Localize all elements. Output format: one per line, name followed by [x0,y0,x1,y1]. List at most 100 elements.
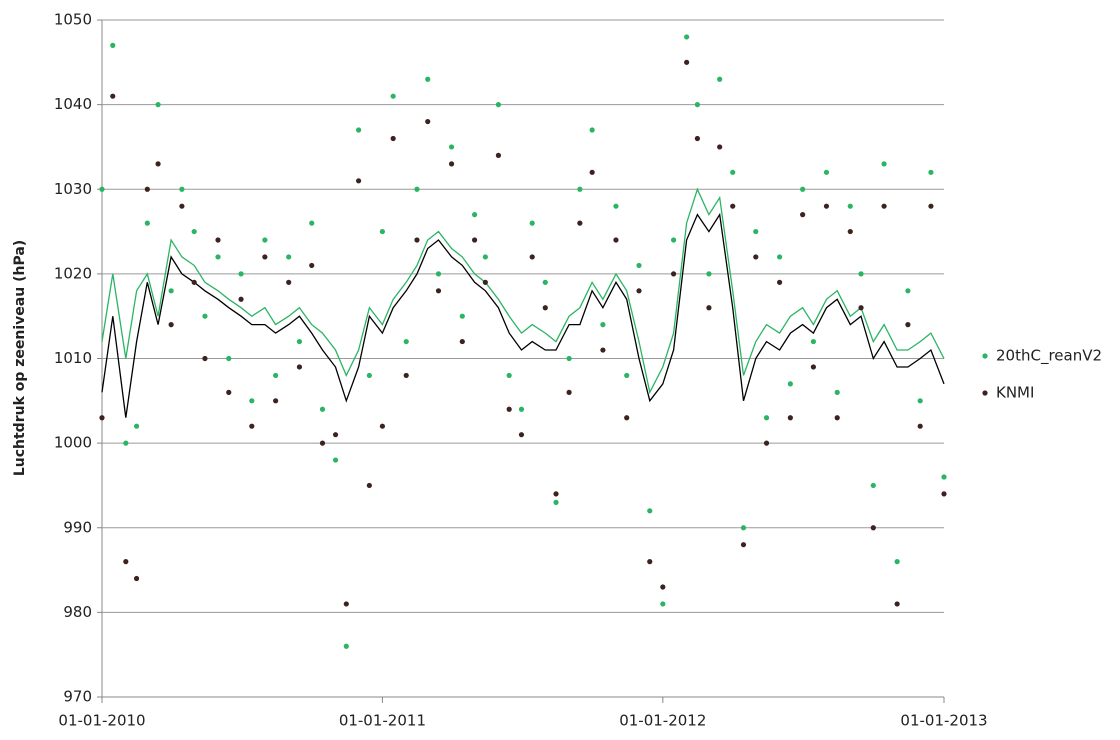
data-point [577,186,583,192]
data-point [740,525,747,531]
data-point [403,372,409,379]
data-point [179,203,185,209]
data-point [309,262,315,269]
data-point [928,203,934,209]
data-point [858,305,864,311]
data-point [917,398,923,404]
data-point [155,102,161,108]
data-point [123,559,129,565]
data-point [553,491,559,497]
data-point [894,601,900,607]
data-point [624,372,630,379]
data-point [941,491,947,497]
data-point [776,254,783,260]
data-point [753,228,759,235]
data-point [379,423,386,429]
data-point [179,186,185,192]
data-point [905,288,911,294]
data-point [613,237,619,243]
data-point [414,186,420,192]
data-point [566,355,572,362]
data-point [144,220,150,226]
data-point [202,313,208,319]
data-point [379,228,386,235]
data-point [870,482,876,489]
data-point [482,279,488,285]
data-point [670,237,677,243]
data-point [589,169,595,175]
data-point [684,59,690,65]
data-point [694,102,700,108]
data-point [273,372,279,379]
data-point [226,355,232,362]
data-point [894,559,900,565]
data-point [472,237,478,243]
data-point [600,322,606,328]
x-tick-label: 01-01-2011 [339,712,426,730]
data-point [847,203,853,209]
data-point [110,93,116,99]
data-point [191,228,197,235]
legend-marker [982,390,988,396]
data-point [717,144,723,150]
data-point [706,305,712,311]
data-point [262,254,268,260]
data-point [249,398,255,404]
data-point [670,271,677,277]
data-point [495,102,502,108]
data-point [694,135,700,142]
data-point [191,279,197,285]
data-point [482,254,488,260]
data-point [858,271,864,277]
data-point [800,186,806,192]
data-point [542,305,548,311]
data-point [332,457,339,463]
data-point [905,322,911,328]
data-point [636,262,642,269]
data-point [928,169,934,175]
data-point [542,279,548,285]
data-point [763,440,770,446]
data-point [414,237,420,243]
y-tick-label: 1050 [54,11,92,29]
data-point [810,364,816,370]
data-point [506,372,512,379]
data-point [941,474,947,480]
data-point [881,161,887,167]
data-point [823,203,830,209]
y-tick-label: 970 [63,688,92,706]
data-point [355,127,362,133]
y-tick-label: 980 [63,603,92,621]
data-point [343,601,349,607]
data-point [847,228,853,235]
data-point [319,406,326,412]
data-point [613,203,619,209]
data-point [529,254,535,260]
y-tick-label: 990 [63,518,92,536]
data-point [425,118,431,125]
data-point [296,364,303,370]
data-point [155,161,161,167]
data-point [202,355,208,362]
data-point [740,542,747,548]
data-point [917,423,923,429]
data-point [309,220,315,226]
data-point [215,237,221,243]
data-point [459,338,465,345]
data-point [343,643,349,649]
data-point [472,212,478,218]
data-point [133,575,140,582]
y-axis-label: Luchtdruk op zeeniveau (hPa) [12,240,28,476]
data-point [881,203,887,209]
y-tick-label: 1020 [54,264,92,282]
data-point [249,423,255,429]
data-point [870,525,876,531]
data-point [518,432,525,438]
x-tick-label: 01-01-2013 [900,712,987,730]
data-point [518,406,525,412]
data-point [636,288,642,294]
data-point [717,76,723,82]
data-point [506,406,512,412]
data-point [286,279,292,285]
y-tick-label: 1030 [54,180,92,198]
